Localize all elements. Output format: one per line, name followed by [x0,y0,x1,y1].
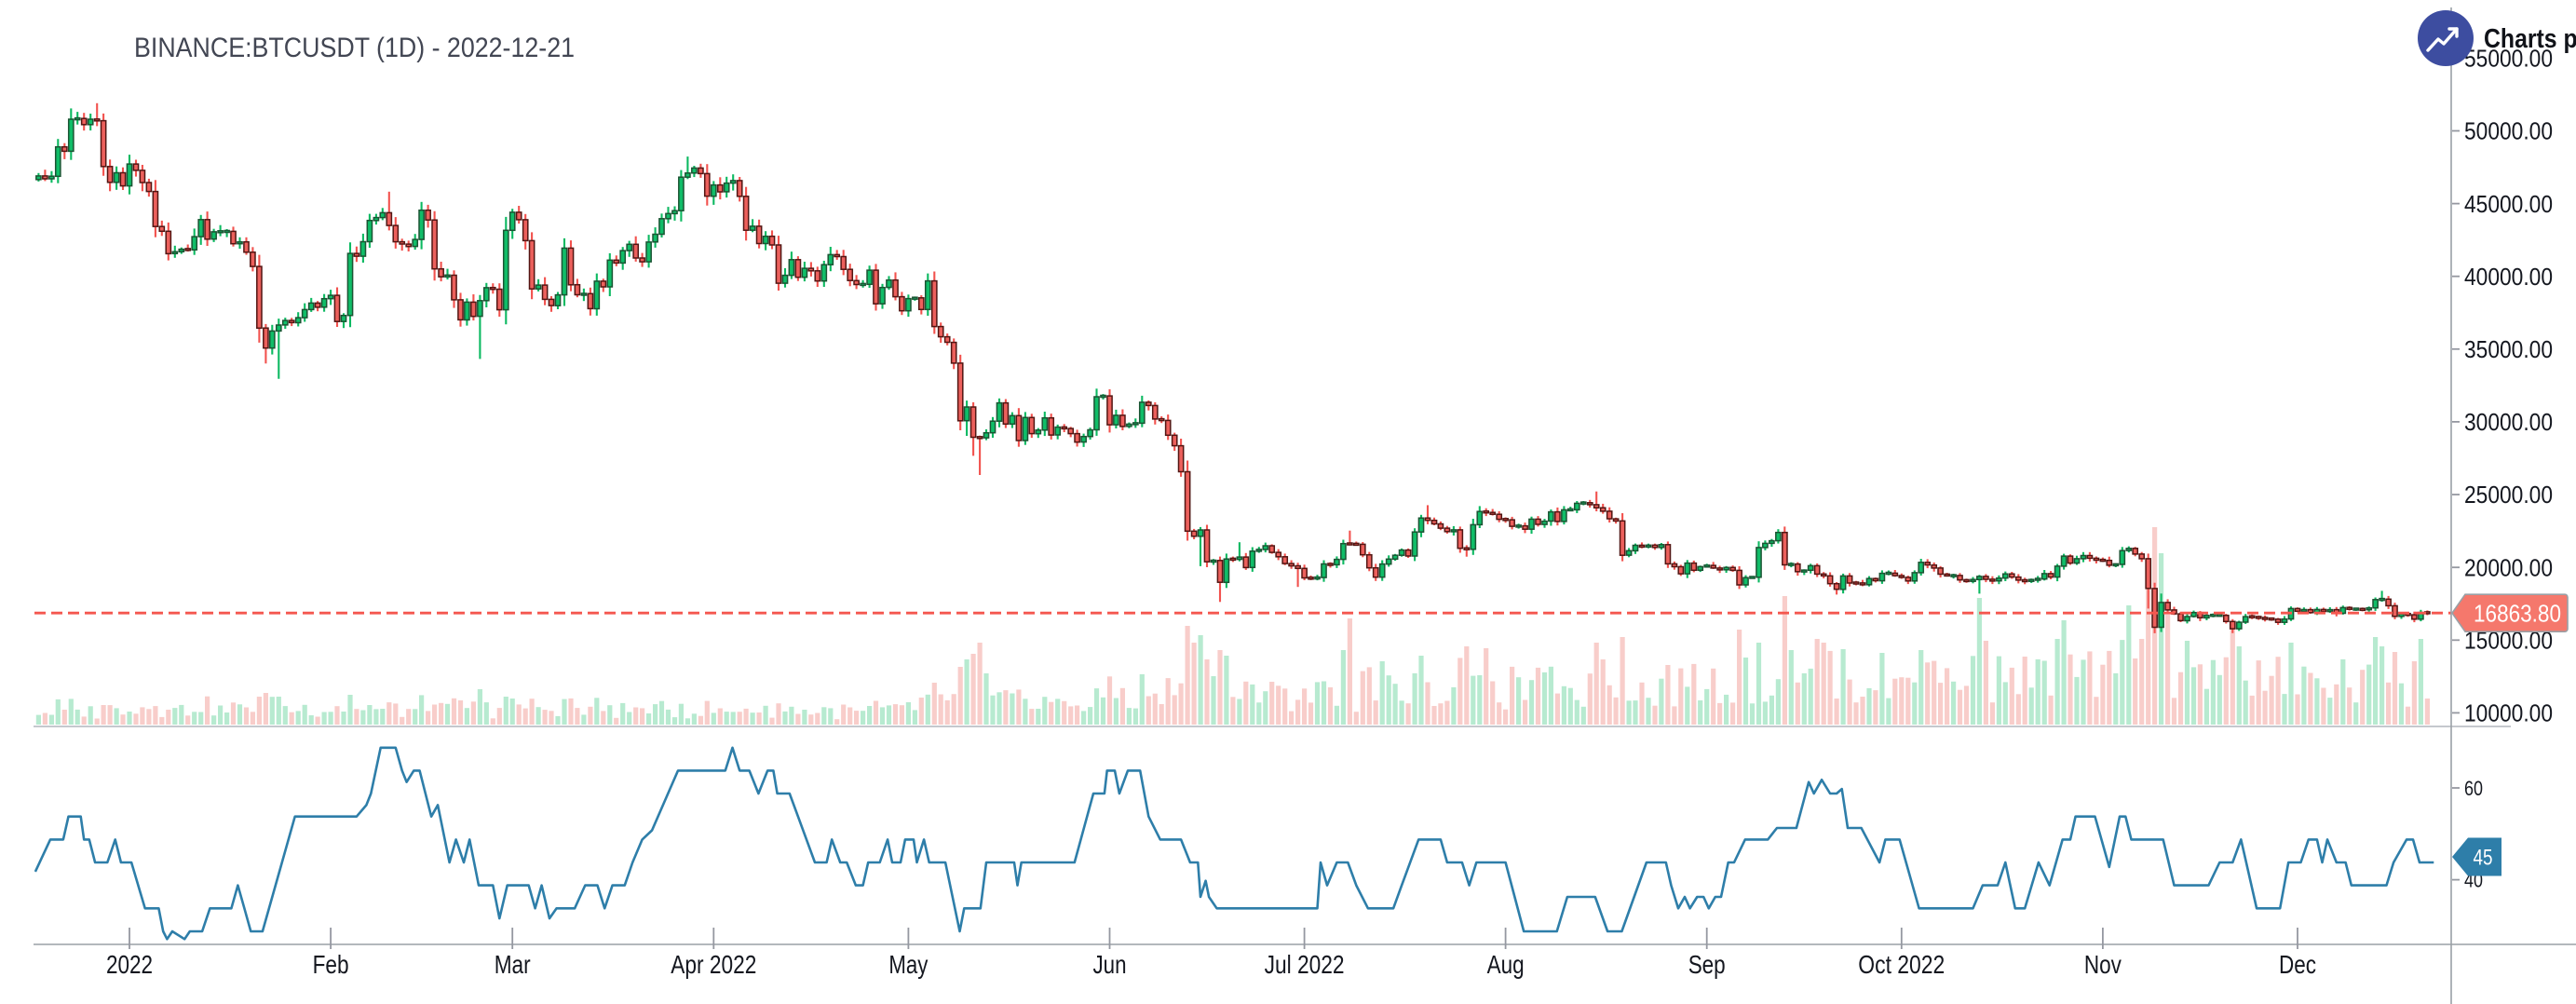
svg-text:May: May [888,950,928,979]
svg-text:Oct 2022: Oct 2022 [1858,950,1945,979]
svg-text:Dec: Dec [2279,950,2316,979]
svg-text:25000.00: 25000.00 [2464,481,2553,509]
svg-text:35000.00: 35000.00 [2464,335,2553,363]
svg-text:50000.00: 50000.00 [2464,117,2553,145]
svg-text:45000.00: 45000.00 [2464,190,2553,218]
svg-text:45: 45 [2474,846,2493,871]
svg-text:Feb: Feb [313,950,349,979]
svg-text:20000.00: 20000.00 [2464,553,2553,581]
svg-text:55000.00: 55000.00 [2464,45,2553,73]
svg-text:30000.00: 30000.00 [2464,408,2553,436]
svg-text:Charts powered by TradingView: Charts powered by TradingView [2484,24,2576,54]
svg-text:40000.00: 40000.00 [2464,263,2553,291]
svg-text:10000.00: 10000.00 [2464,699,2553,727]
svg-text:Jul 2022: Jul 2022 [1265,950,1345,979]
svg-text:2022: 2022 [106,950,153,979]
svg-text:Apr 2022: Apr 2022 [671,950,756,979]
svg-text:Aug: Aug [1487,950,1525,979]
svg-text:Mar: Mar [495,950,531,979]
svg-text:16863.80: 16863.80 [2474,599,2561,627]
svg-text:Sep: Sep [1688,950,1726,979]
svg-text:BINANCE:BTCUSDT (1D) - 2022-12: BINANCE:BTCUSDT (1D) - 2022-12-21 [134,33,575,63]
svg-text:Nov: Nov [2084,950,2122,979]
svg-text:Jun: Jun [1093,950,1127,979]
svg-text:60: 60 [2464,777,2483,800]
